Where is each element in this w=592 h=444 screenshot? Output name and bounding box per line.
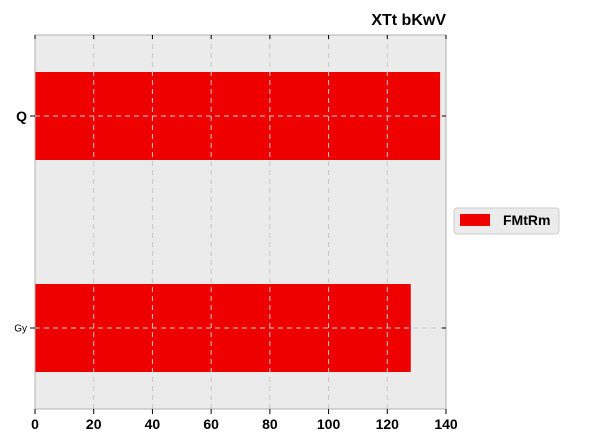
plot-frame — [34, 34, 447, 410]
y-tick-label: Q — [16, 108, 27, 124]
x-tick-label: 120 — [376, 416, 400, 432]
grid-lines — [35, 35, 446, 409]
x-tick-label: 0 — [31, 416, 39, 432]
chart-title: XTt bKwV — [371, 12, 446, 29]
x-tick-label: 40 — [145, 416, 161, 432]
x-tick-label: 20 — [86, 416, 102, 432]
x-tick-label: 60 — [203, 416, 219, 432]
bar — [35, 284, 411, 372]
y-axis: Q Gy — [14, 108, 446, 335]
x-tick-label: 80 — [262, 416, 278, 432]
x-tick-label: 100 — [317, 416, 341, 432]
legend: FMtRm — [453, 207, 560, 235]
x-axis: 0 20 40 60 80 100 120 140 — [31, 35, 458, 432]
legend-swatch — [460, 214, 490, 226]
x-tick-label: 140 — [434, 416, 458, 432]
legend-label: FMtRm — [503, 212, 550, 228]
y-tick-label: Gy — [14, 324, 27, 335]
